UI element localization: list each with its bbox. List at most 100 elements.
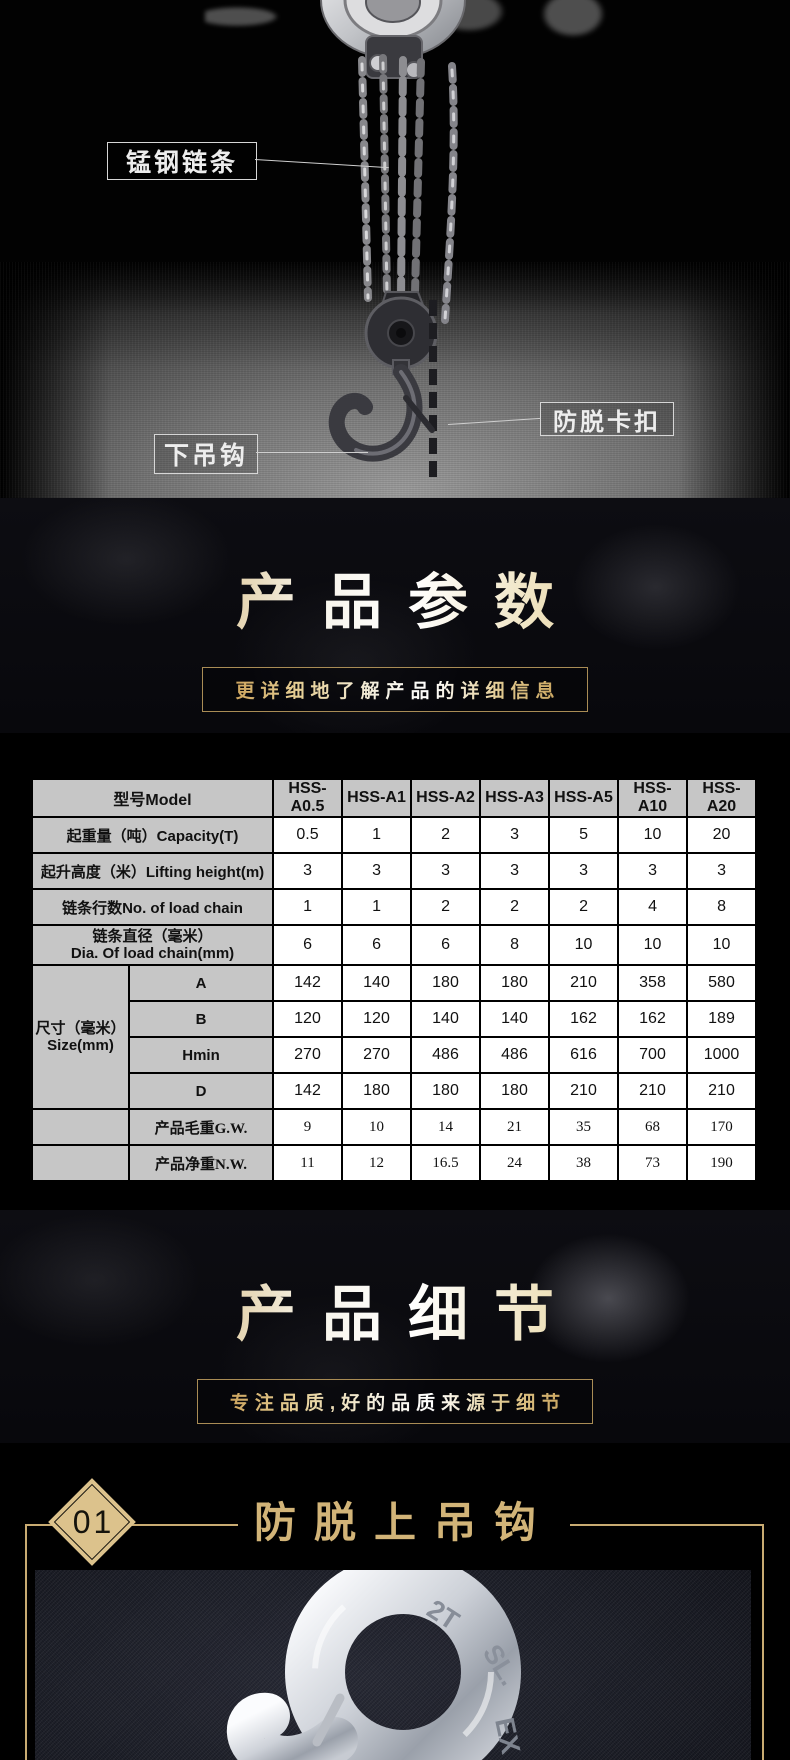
spec-cell: 6	[341, 924, 413, 966]
details-title: 产品细节	[0, 1266, 790, 1353]
details-banner: 产品细节 专注品质,好的品质来源于细节	[0, 1210, 790, 1443]
label-lower-hook-text: 下吊钩	[163, 443, 248, 470]
spec-cell: 1	[341, 816, 413, 854]
spec-cell: 1	[272, 888, 344, 926]
spec-cell: 210	[617, 1072, 689, 1110]
spec-model-cell: HSS-A1	[341, 778, 413, 818]
params-subtitle-text: 更详细地了解产品的详细信息	[235, 681, 561, 702]
spec-sub-label: D	[127, 1072, 275, 1110]
spec-cell: 210	[548, 1072, 620, 1110]
spec-cell: 180	[410, 1072, 482, 1110]
spec-cell: 210	[686, 1072, 758, 1110]
spec-model-cell: HSS-A0.5	[272, 778, 344, 818]
spec-cell: 10	[617, 924, 689, 966]
spec-cell: 180	[410, 964, 482, 1002]
frame-left-line	[25, 1524, 27, 1760]
spec-cell: 68	[617, 1108, 689, 1146]
load-chains-icon	[358, 54, 458, 324]
spec-cell: 20	[686, 816, 758, 854]
label-chain-text: 锰钢链条	[125, 150, 238, 177]
spec-cell: 3	[479, 816, 551, 854]
spec-cell: 0.5	[272, 816, 344, 854]
spec-empty-cell	[31, 1144, 130, 1182]
spec-cell: 10	[617, 816, 689, 854]
lower-block-icon	[364, 291, 438, 480]
spec-sub-label: Hmin	[127, 1036, 275, 1074]
label-latch: 防脱卡扣	[540, 402, 674, 436]
spec-model-cell: HSS-A2	[410, 778, 482, 818]
spec-model-cell: HSS-A20	[686, 778, 758, 818]
params-subtitle-box: 更详细地了解产品的详细信息	[202, 667, 588, 712]
spec-cell: 3	[479, 852, 551, 890]
details-subtitle-text: 专注品质,好的品质来源于细节	[229, 1393, 567, 1414]
upper-hook-icon: 2T SL. EX	[226, 1570, 526, 1760]
spec-cell: 8	[686, 888, 758, 926]
spec-cell: 10	[548, 924, 620, 966]
spec-cell: 2	[479, 888, 551, 926]
spec-cell: 5	[548, 816, 620, 854]
label-lower-hook: 下吊钩	[154, 434, 258, 474]
params-title: 产品参数	[0, 554, 790, 641]
spec-cell: 486	[410, 1036, 482, 1074]
spec-cell: 616	[548, 1036, 620, 1074]
spec-cell: 210	[548, 964, 620, 1002]
spec-cell: 162	[548, 1000, 620, 1038]
spec-cell: 4	[617, 888, 689, 926]
engraving-ex: EX	[489, 1715, 526, 1756]
spec-cell: 120	[272, 1000, 344, 1038]
spec-cell: 10	[686, 924, 758, 966]
spec-table: 型号Model HSS-A0.5 HSS-A1 HSS-A2 HSS-A3 HSS-A5 H…	[30, 778, 758, 1182]
spec-size-group-label: 尺寸（毫米） Size(mm)	[31, 964, 130, 1110]
spec-cell: 140	[479, 1000, 551, 1038]
spec-sub-label: B	[127, 1000, 275, 1038]
details-subtitle-box: 专注品质,好的品质来源于细节	[196, 1379, 594, 1424]
spec-cell: 3	[617, 852, 689, 890]
frame-right-line	[762, 1524, 764, 1760]
detail-section-title-text: 防脱上吊钩	[237, 1499, 570, 1546]
spec-cell: 38	[548, 1144, 620, 1182]
spec-cell: 16.5	[410, 1144, 482, 1182]
spec-cell: 1000	[686, 1036, 758, 1074]
spec-row-label: 链条行数No. of load chain	[30, 888, 275, 926]
spec-cell: 3	[548, 852, 620, 890]
spec-model-cell: HSS-A10	[617, 778, 689, 818]
spec-cell: 9	[272, 1108, 344, 1146]
spec-cell: 358	[617, 964, 689, 1002]
spec-cell: 180	[341, 1072, 413, 1110]
spec-sub-label: A	[127, 964, 275, 1002]
spec-cell: 24	[479, 1144, 551, 1182]
spec-cell: 700	[617, 1036, 689, 1074]
spec-cell: 140	[410, 1000, 482, 1038]
label-latch-text: 防脱卡扣	[553, 409, 661, 436]
number-badge: 01	[48, 1478, 136, 1566]
spec-cell: 170	[686, 1108, 758, 1146]
spec-cell: 580	[686, 964, 758, 1002]
spec-model-cell: HSS-A5	[548, 778, 620, 818]
spec-cell: 8	[479, 924, 551, 966]
spec-model-cell: HSS-A3	[479, 778, 551, 818]
number-badge-text: 01	[72, 1503, 115, 1540]
spec-row-label: 起升高度（米）Lifting height(m)	[30, 852, 275, 890]
spec-cell: 140	[341, 964, 413, 1002]
spec-cell: 12	[341, 1144, 413, 1182]
spec-cell: 162	[617, 1000, 689, 1038]
spec-header-label: 型号Model	[30, 778, 275, 818]
spec-sub-label: 产品毛重G.W.	[127, 1108, 275, 1146]
spec-cell: 2	[410, 888, 482, 926]
spec-cell: 73	[617, 1144, 689, 1182]
label-lower-hook-line	[256, 452, 368, 453]
chain-hoist-photo	[320, 0, 466, 480]
spec-cell: 190	[686, 1144, 758, 1182]
lower-hook-icon	[328, 359, 435, 462]
spec-cell: 3	[272, 852, 344, 890]
spec-cell: 35	[548, 1108, 620, 1146]
spec-table-body: 型号Model HSS-A0.5 HSS-A1 HSS-A2 HSS-A3 HSS-A5 H…	[30, 778, 758, 1182]
spec-cell: 3	[686, 852, 758, 890]
spec-cell: 2	[410, 816, 482, 854]
spec-row-label: 起重量（吨）Capacity(T)	[30, 816, 275, 854]
spec-cell: 6	[272, 924, 344, 966]
params-banner: 产品参数 更详细地了解产品的详细信息	[0, 498, 790, 733]
spec-cell: 11	[272, 1144, 344, 1182]
spec-cell: 6	[410, 924, 482, 966]
hero-photo: 锰钢链条 防脱卡扣 下吊钩	[0, 0, 790, 498]
